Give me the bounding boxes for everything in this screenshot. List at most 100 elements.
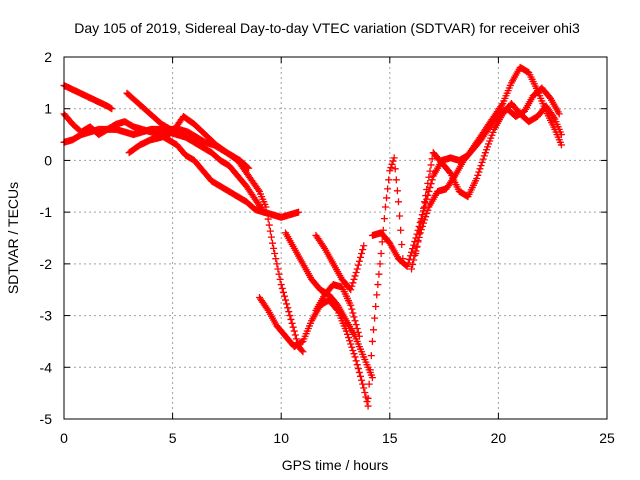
- data-point: [424, 179, 432, 187]
- data-point: [348, 305, 356, 313]
- data-point: [368, 337, 376, 345]
- data-point: [347, 340, 355, 348]
- chart-title: Day 105 of 2019, Sidereal Day-to-day VTE…: [74, 20, 580, 36]
- data-point: [393, 187, 401, 195]
- data-point: [292, 335, 300, 343]
- data-point: [353, 325, 361, 332]
- data-point: [285, 308, 293, 316]
- data-point: [404, 259, 412, 267]
- data-point: [412, 250, 420, 258]
- y-tick-label: 2: [44, 49, 52, 65]
- y-tick-label: -5: [40, 411, 53, 427]
- data-point: [557, 131, 565, 139]
- y-tick-label: 1: [44, 101, 52, 117]
- data-point: [343, 330, 351, 338]
- data-point: [364, 394, 372, 402]
- data-point: [263, 209, 271, 217]
- data-point: [291, 331, 299, 339]
- data-point: [376, 260, 384, 268]
- data-point: [381, 203, 389, 211]
- data-point: [262, 203, 270, 211]
- data-point: [351, 272, 359, 280]
- data-point: [476, 165, 484, 173]
- data-point: [345, 334, 353, 342]
- series-track-j: [364, 154, 407, 402]
- data-point: [347, 286, 355, 294]
- data-point: [425, 173, 433, 181]
- data-point: [346, 337, 354, 345]
- data-point: [427, 161, 435, 169]
- data-point: [394, 198, 402, 206]
- data-point: [274, 265, 282, 273]
- data-point: [287, 315, 295, 323]
- data-point: [422, 192, 430, 200]
- data-point: [419, 204, 427, 212]
- data-point: [366, 366, 374, 374]
- data-point: [418, 211, 426, 219]
- data-point: [280, 292, 288, 300]
- data-point: [368, 374, 376, 382]
- series-track-a: [60, 81, 116, 113]
- data-point: [254, 186, 262, 194]
- data-point: [409, 261, 417, 269]
- x-tick-label: 20: [491, 430, 507, 446]
- data-point: [367, 352, 375, 360]
- data-point: [354, 365, 362, 373]
- series-track-h: [312, 231, 368, 294]
- data-point: [408, 265, 416, 273]
- data-point: [377, 250, 385, 258]
- data-point: [386, 167, 394, 175]
- data-point: [557, 141, 565, 149]
- data-point: [277, 281, 285, 289]
- data-point: [271, 250, 279, 258]
- data-point: [352, 357, 360, 365]
- data-point: [358, 376, 366, 384]
- data-point: [290, 327, 298, 335]
- data-point: [415, 230, 423, 238]
- data-point: [350, 275, 358, 283]
- data-point: [354, 328, 362, 336]
- data-point: [283, 300, 291, 308]
- data-point: [263, 305, 271, 313]
- data-point: [349, 309, 357, 317]
- data-point: [423, 209, 431, 217]
- data-point: [361, 388, 369, 396]
- data-point: [398, 240, 406, 248]
- data-point: [417, 217, 425, 225]
- data-point: [371, 314, 379, 322]
- data-point: [408, 248, 416, 256]
- data-point: [348, 282, 356, 290]
- data-point: [372, 303, 380, 311]
- data-point: [275, 270, 283, 278]
- data-point: [270, 244, 278, 252]
- data-point: [378, 238, 386, 246]
- data-point: [388, 160, 396, 168]
- data-point: [384, 185, 392, 193]
- data-point: [428, 155, 436, 163]
- data-point: [475, 168, 483, 176]
- data-point: [299, 348, 307, 356]
- data-point: [446, 168, 454, 176]
- data-point: [282, 296, 290, 304]
- y-axis-label: SDTVAR / TECUs: [5, 182, 21, 294]
- data-point: [352, 268, 360, 276]
- data-point: [358, 250, 366, 258]
- data-point: [351, 317, 359, 325]
- y-tick-label: 0: [44, 152, 52, 168]
- data-point: [355, 368, 363, 376]
- data-point: [375, 270, 383, 278]
- tick-layer: 0 5 10 15 20 25 -5 -4 -3 -2 -1 0 1 2: [40, 49, 615, 446]
- data-point: [396, 212, 404, 220]
- data-point: [360, 242, 368, 250]
- data-point: [390, 154, 398, 162]
- data-point: [416, 224, 424, 232]
- data-point: [477, 162, 485, 170]
- data-point: [276, 275, 284, 283]
- data-point: [359, 380, 367, 388]
- x-tick-label: 15: [382, 430, 398, 446]
- y-tick-label: -3: [40, 308, 53, 324]
- data-point: [385, 176, 393, 184]
- data-point: [320, 243, 328, 251]
- data-point: [353, 361, 361, 369]
